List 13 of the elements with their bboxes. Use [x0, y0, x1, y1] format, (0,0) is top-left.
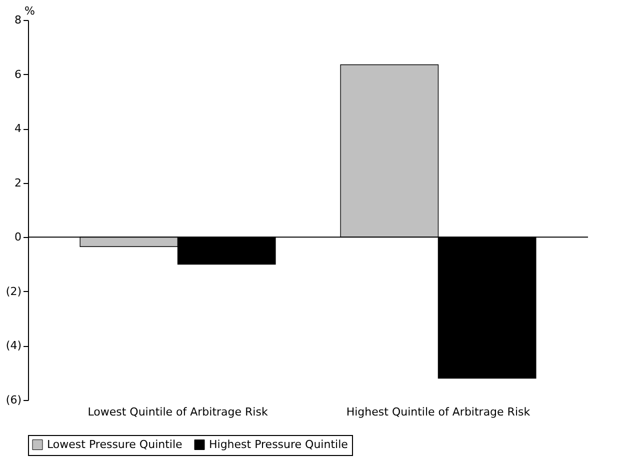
x-tick-label: Lowest Quintile of Arbitrage Risk: [88, 406, 268, 418]
x-tick-label: Highest Quintile of Arbitrage Risk: [346, 406, 531, 418]
y-tick-label: 8: [14, 14, 22, 26]
y-tick-label: (2): [6, 284, 22, 298]
legend-label: Highest Pressure Quintile: [209, 438, 348, 451]
y-tick-label: (6): [6, 394, 22, 406]
y-tick-label: 2: [14, 176, 22, 190]
legend-label: Lowest Pressure Quintile: [47, 438, 183, 451]
y-tick-label: 6: [14, 68, 22, 81]
y-axis-title: %: [24, 4, 35, 18]
y-tick-label: (4): [6, 339, 22, 352]
y-tick-label: 0: [14, 230, 22, 244]
y-tick-label: 4: [14, 122, 22, 136]
